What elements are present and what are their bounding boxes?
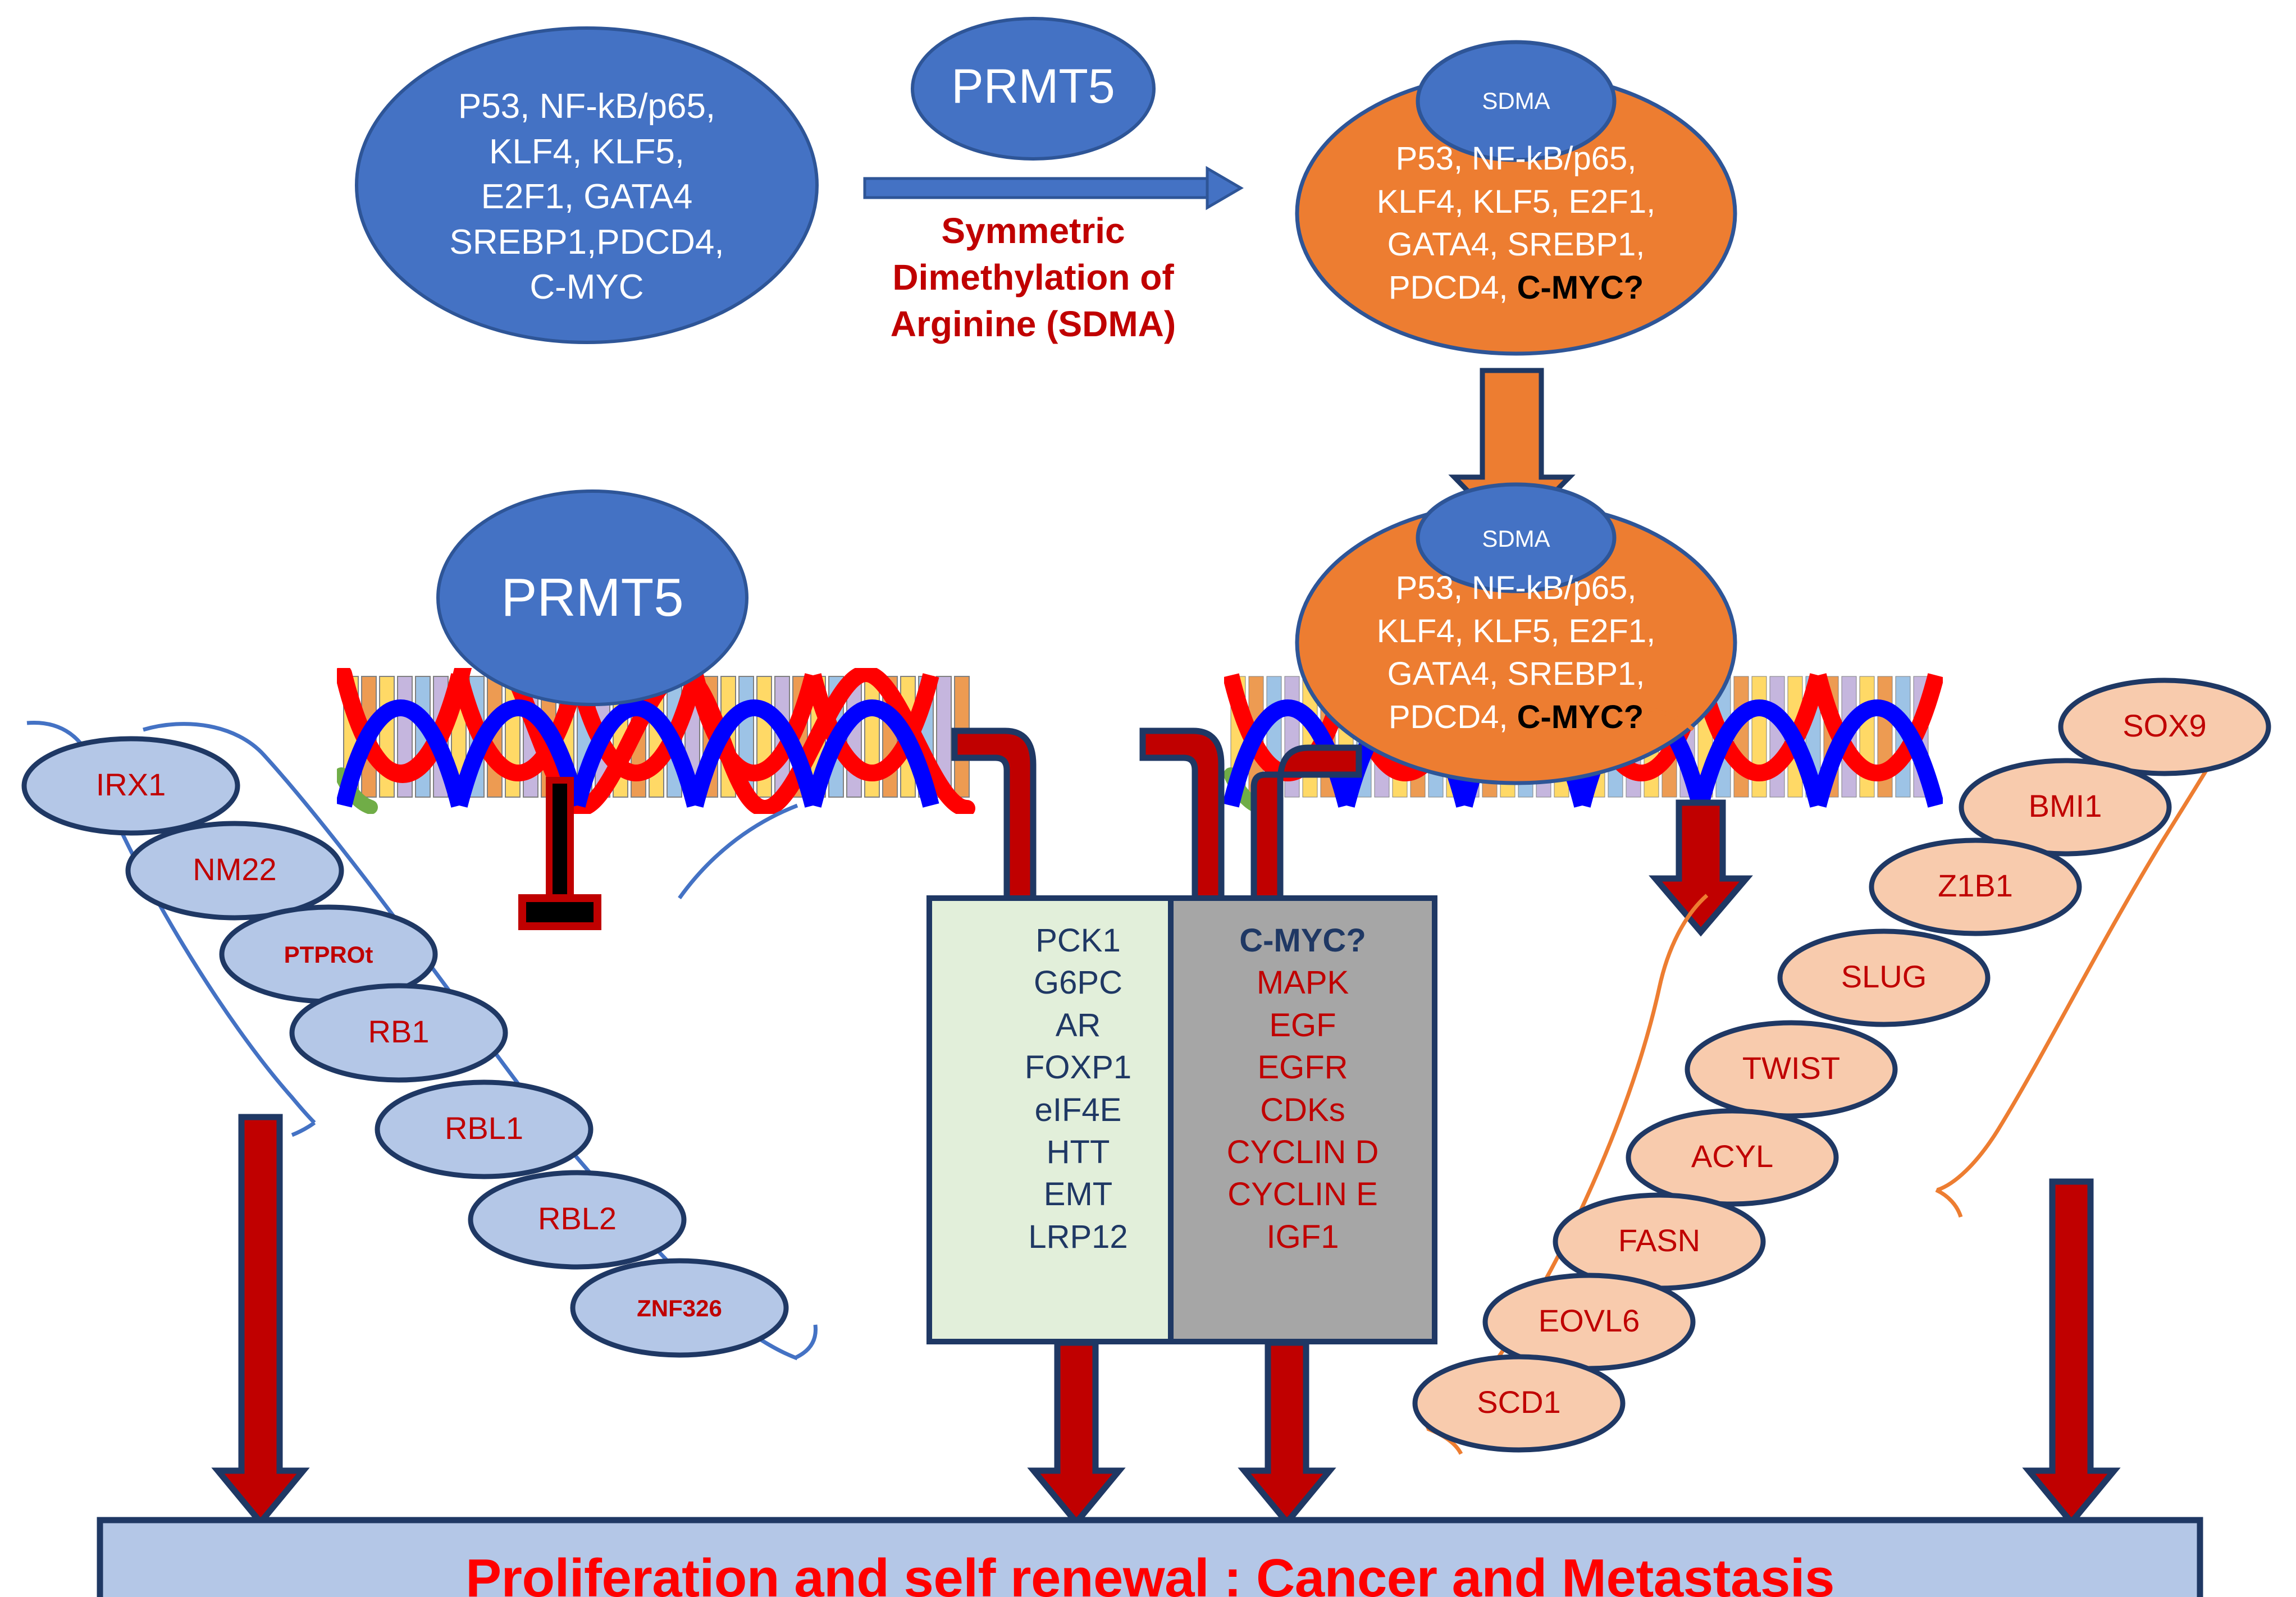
gene-ellipse-z1b1[interactable] xyxy=(1869,838,2082,936)
gene-ellipse-twist[interactable] xyxy=(1685,1020,1898,1119)
proliferation-target-box xyxy=(1168,895,1437,1344)
gene-ellipse-scd1[interactable] xyxy=(1412,1354,1626,1453)
down-arrow-icon xyxy=(1649,799,1753,937)
inhibition-tbar-icon xyxy=(518,777,601,930)
gene-ellipse-irx1[interactable] xyxy=(21,736,240,836)
outcome-banner-box xyxy=(97,1517,2203,1597)
gene-ellipse-nm22[interactable] xyxy=(125,821,344,921)
gene-ellipse-znf326[interactable] xyxy=(570,1258,789,1358)
right-arrow-icon xyxy=(863,166,1244,211)
prmt5-enzyme-ellipse-top xyxy=(911,17,1156,161)
gene-ellipse-rb1[interactable] xyxy=(289,983,508,1083)
down-arrow-icon xyxy=(211,1114,310,1527)
gene-ellipse-sox9[interactable] xyxy=(2058,678,2271,776)
gene-ellipse-rbl1[interactable] xyxy=(375,1079,594,1179)
gene-ellipse-slug[interactable] xyxy=(1777,928,1991,1027)
down-arrow-icon xyxy=(1027,1339,1126,1527)
gene-ellipse-bmi1[interactable] xyxy=(1959,758,2172,857)
unmethylated-substrate-ellipse xyxy=(355,26,819,344)
sdma-cap-ellipse-middle xyxy=(1416,482,1617,593)
down-arrow-icon xyxy=(2022,1178,2121,1527)
down-arrow-icon xyxy=(1238,1339,1336,1527)
dna-helix-icon xyxy=(337,668,975,814)
prmt5-enzyme-ellipse-middle xyxy=(436,489,748,706)
sdma-cap-ellipse-top xyxy=(1416,40,1617,162)
brace-right-icon xyxy=(1594,704,2243,1218)
gene-ellipse-rbl2[interactable] xyxy=(468,1170,687,1270)
gene-ellipse-acyl[interactable] xyxy=(1626,1108,1839,1207)
